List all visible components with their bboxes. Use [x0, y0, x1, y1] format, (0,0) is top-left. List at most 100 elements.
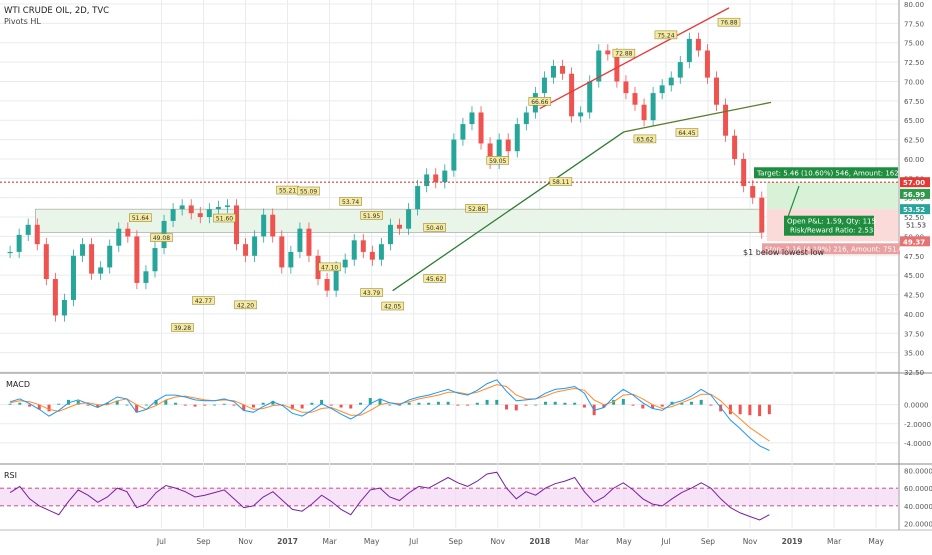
- pivot-marker: [423, 274, 446, 283]
- risk-reward-label: Risk/Reward Ratio: 2.53: [790, 227, 873, 235]
- pivot-marker: [465, 204, 488, 213]
- candle-body: [80, 244, 86, 256]
- candle-body: [16, 234, 22, 252]
- candle-body: [116, 228, 122, 246]
- macd-histogram-bar: [446, 401, 450, 405]
- macd-histogram-bar: [251, 404, 255, 408]
- pivot-marker: [549, 177, 573, 186]
- macd-histogram-bar: [738, 404, 742, 415]
- candle-body: [750, 186, 756, 198]
- macd-histogram-bar: [534, 404, 538, 406]
- pivot-marker: [633, 134, 657, 144]
- candle-body: [415, 186, 421, 210]
- macd-histogram-bar: [18, 402, 22, 405]
- macd-histogram-bar: [407, 402, 411, 405]
- candle-body: [677, 62, 683, 78]
- time-tick-label: May: [364, 537, 380, 546]
- candle-body: [605, 50, 611, 55]
- macd-histogram-bar: [427, 402, 431, 405]
- pivot-label: 43.79: [363, 290, 380, 297]
- candle-body: [297, 228, 303, 252]
- candle-body: [714, 77, 720, 105]
- candle-body: [360, 240, 366, 252]
- candle-body: [406, 209, 412, 229]
- neckline-line: [623, 101, 772, 133]
- pivot-label: 49.08: [153, 235, 170, 242]
- candle-body: [378, 244, 384, 260]
- rsi-title: RSI: [4, 471, 17, 480]
- candle-body: [206, 209, 212, 218]
- price-tick-label: 45.00: [904, 272, 924, 280]
- rsi-tick-label: 20.0000: [904, 521, 932, 529]
- macd-histogram-bar: [96, 404, 100, 408]
- candle-body: [7, 251, 13, 254]
- macd-histogram-bar: [115, 400, 119, 405]
- macd-histogram-bar: [339, 404, 343, 408]
- time-tick-label: Jul: [660, 537, 670, 546]
- pivot-label: 51.60: [216, 216, 233, 223]
- pivot-marker: [318, 262, 341, 272]
- candle-body: [460, 124, 466, 140]
- candle-body: [505, 139, 511, 152]
- macd-histogram-bar: [261, 402, 265, 405]
- macd-histogram-bar: [213, 404, 217, 406]
- macd-histogram-bar: [631, 404, 635, 406]
- pivot-label: 47.10: [321, 264, 338, 271]
- macd-histogram-bar: [164, 399, 168, 405]
- pivot-label: 55.21: [279, 188, 296, 195]
- candle-body: [641, 104, 647, 121]
- macd-histogram-bar: [203, 404, 207, 406]
- macd-histogram-bar: [378, 398, 382, 405]
- macd-histogram-bar: [388, 404, 392, 406]
- candle-body: [188, 205, 194, 214]
- chart-title: WTI CRUDE OIL, 2D, TVC: [4, 6, 109, 16]
- pivot-label: 72.88: [615, 51, 632, 58]
- time-tick-label: Jul: [408, 537, 418, 546]
- pivot-marker: [171, 323, 194, 332]
- time-tick-label: Jul: [156, 537, 166, 546]
- macd-histogram-bar: [174, 402, 178, 405]
- macd-histogram-bar: [767, 404, 771, 415]
- candle-body: [288, 251, 294, 268]
- macd-histogram-bar: [320, 399, 324, 405]
- time-tick-label: Nov: [238, 537, 253, 546]
- macd-histogram-bar: [47, 404, 51, 412]
- price-tick-label: 40.00: [904, 311, 924, 319]
- candle-body: [578, 112, 584, 117]
- pivot-label: 51.95: [363, 213, 380, 220]
- candle-body: [623, 81, 629, 94]
- macd-histogram-bar: [543, 401, 547, 405]
- candle-body: [152, 248, 158, 272]
- pivot-label: 66.66: [531, 99, 548, 106]
- time-tick-label: 2018: [529, 537, 550, 546]
- candle-body: [433, 174, 439, 183]
- pivot-label: 45.62: [426, 276, 443, 283]
- time-tick-label: Mar: [323, 537, 338, 546]
- macd-histogram-bar: [76, 400, 80, 405]
- pivot-marker: [339, 197, 362, 206]
- macd-histogram-bar: [758, 404, 762, 417]
- pivot-label: 59.05: [489, 158, 506, 165]
- candle-body: [442, 170, 448, 183]
- candle-body: [43, 244, 49, 280]
- candle-body: [197, 213, 203, 218]
- price-tick-label: 72.50: [904, 59, 924, 67]
- candle-body: [541, 77, 547, 94]
- time-tick-label: Sep: [196, 537, 210, 546]
- macd-histogram-bar: [563, 402, 567, 405]
- candle-body: [224, 205, 230, 207]
- candle-body: [170, 209, 176, 221]
- macd-histogram-bar: [232, 404, 236, 406]
- channel-top-line: [539, 7, 730, 110]
- macd-histogram-bar: [505, 404, 509, 410]
- pivot-label: 39.28: [174, 325, 191, 332]
- macd-histogram-bar: [436, 401, 440, 405]
- macd-histogram-bar: [242, 404, 246, 411]
- candle-body: [261, 214, 267, 237]
- macd-histogram-bar: [514, 404, 518, 411]
- pivot-label: 76.88: [720, 20, 737, 27]
- candle-body: [587, 81, 593, 113]
- pivot-marker: [654, 30, 678, 40]
- pivot-label: 42.20: [237, 302, 254, 309]
- macd-histogram-bar: [125, 404, 129, 406]
